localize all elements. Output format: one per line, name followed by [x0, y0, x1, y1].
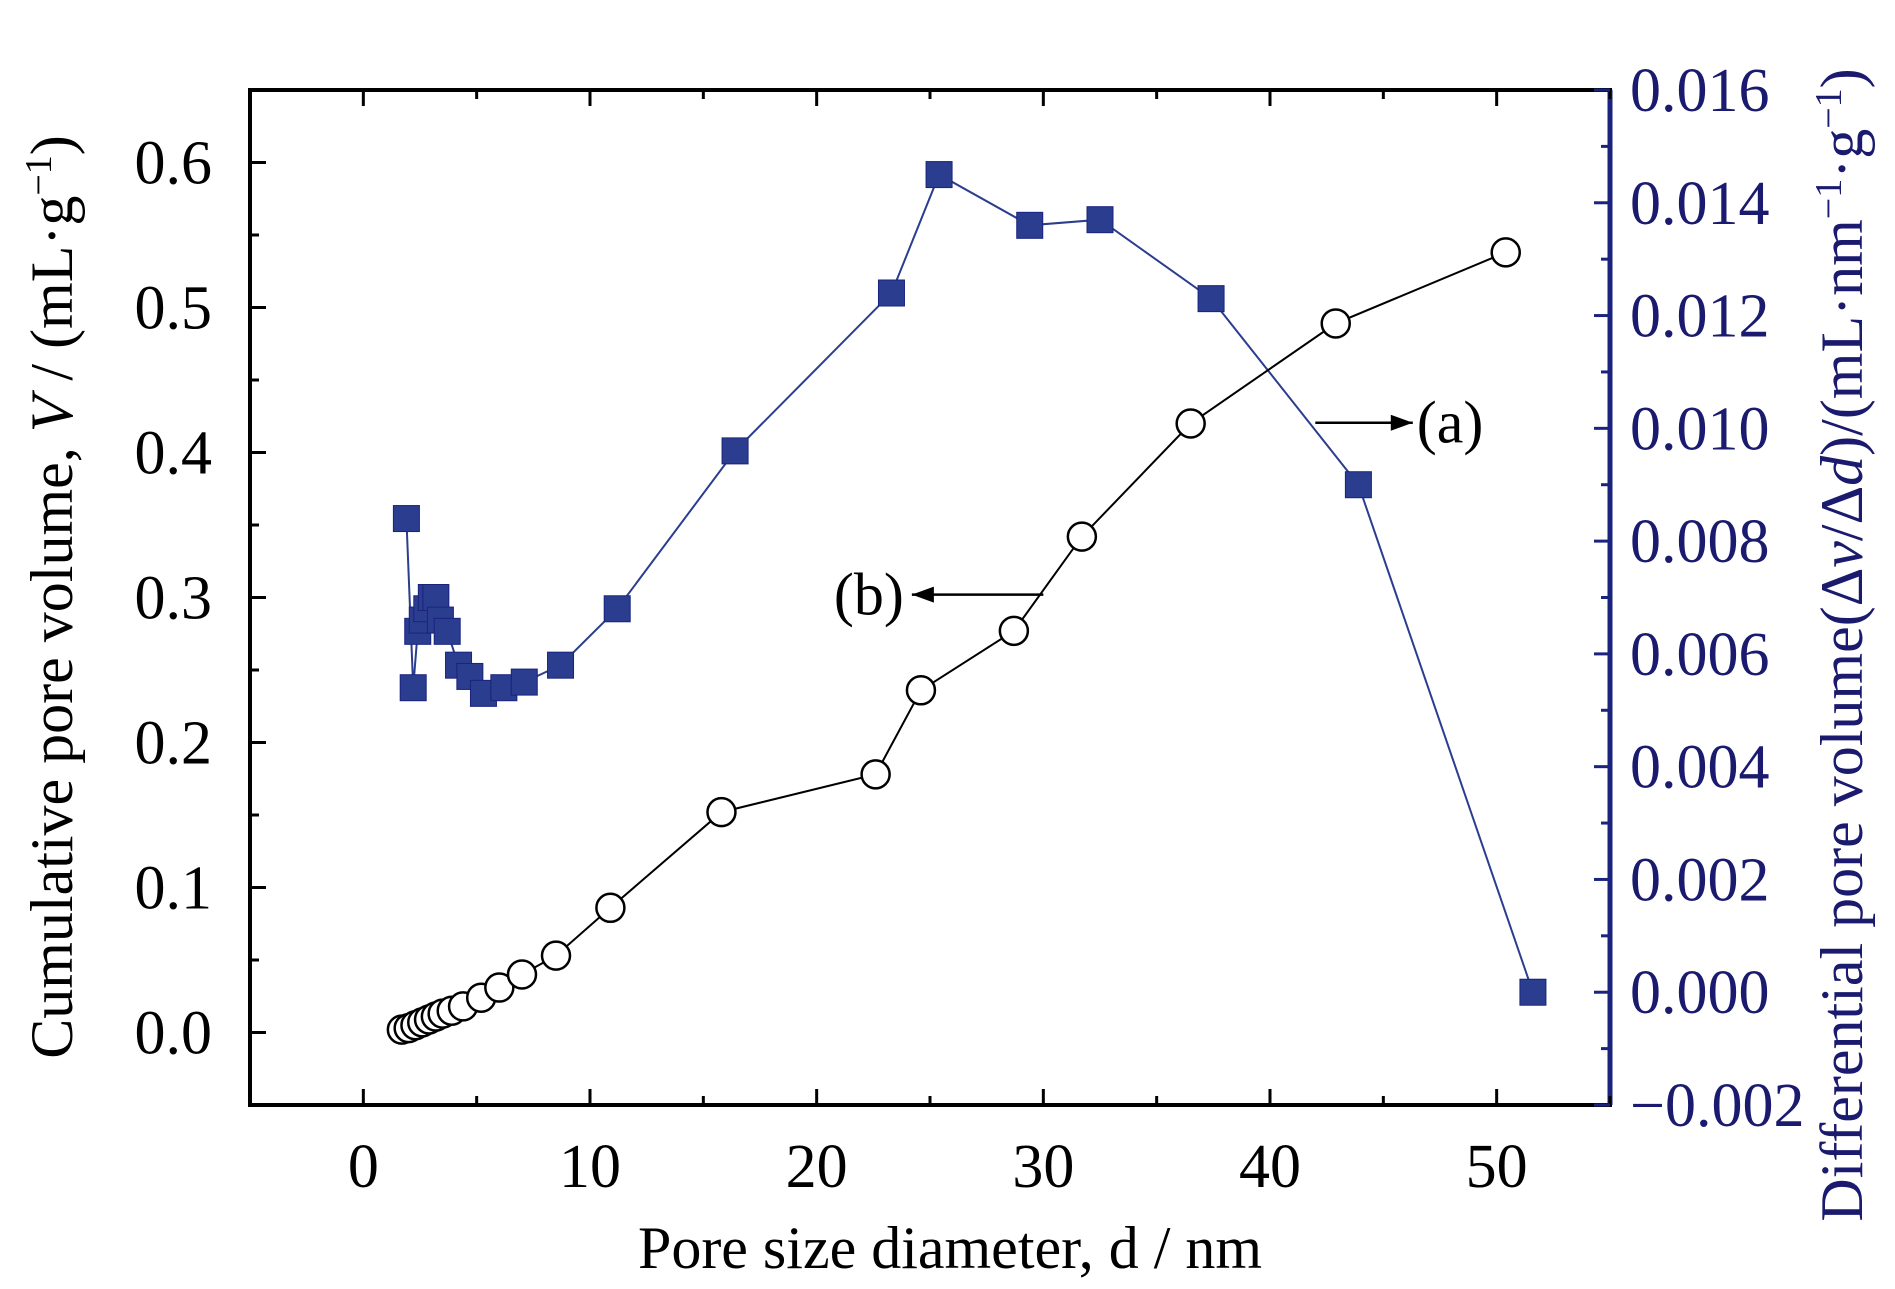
data-point-a: [422, 584, 450, 611]
data-point-a: [1197, 285, 1225, 313]
data-point-a: [1016, 211, 1044, 239]
data-point-a: [547, 651, 575, 679]
data-point-a: [399, 674, 427, 702]
y-left-tick-label: 0.5: [135, 275, 213, 343]
series-line-b: [401, 251, 1507, 1031]
data-point-a: [877, 279, 905, 307]
y-right-tick-label: 0.000: [1630, 959, 1770, 1027]
data-point-b: [595, 892, 626, 924]
y-left-tick-label: 0.0: [135, 1000, 213, 1068]
y-right-tick-label: 0.002: [1630, 846, 1770, 914]
y-right-tick-label: 0.016: [1630, 57, 1770, 125]
data-point-a: [392, 505, 420, 533]
annotation-arrow-head: [1390, 414, 1413, 431]
y-right-tick-label: 0.006: [1630, 621, 1770, 689]
y-left-tick-label: 0.4: [135, 420, 213, 488]
x-tick-label: 30: [1012, 1133, 1074, 1201]
data-point-b: [506, 959, 538, 990]
data-point-a: [433, 617, 461, 645]
data-point-a: [1086, 206, 1114, 234]
data-point-a: [510, 668, 538, 696]
data-point-a: [1344, 471, 1372, 499]
annotation-arrow-head: [911, 586, 934, 603]
x-tick-label: 20: [786, 1133, 848, 1201]
annotation-label: (a): [1417, 390, 1484, 456]
x-axis-title: Pore size diameter, d / nm: [638, 1215, 1262, 1281]
series-line-a: [405, 173, 1534, 993]
x-tick-label: 10: [559, 1133, 621, 1201]
data-point-b: [1490, 237, 1521, 268]
y-right-tick-label: 0.014: [1630, 170, 1770, 238]
data-point-a: [925, 161, 953, 189]
data-point-b: [1175, 408, 1206, 439]
data-point-a: [1519, 978, 1547, 1006]
data-point-b: [998, 615, 1030, 647]
data-point-a: [603, 595, 631, 623]
y-right-tick-label: −0.002: [1630, 1072, 1804, 1140]
data-point-b: [1320, 308, 1351, 339]
y-right-tick-label: 0.004: [1630, 734, 1770, 802]
y-left-tick-label: 0.6: [135, 130, 213, 198]
data-point-a: [721, 437, 749, 465]
y-left-axis-title: Cumulative pore volume, V / (mL·g−1): [18, 135, 85, 1059]
data-point-b: [860, 759, 891, 790]
data-point-b: [905, 675, 937, 706]
data-point-b: [484, 972, 515, 1003]
x-tick-label: 40: [1239, 1133, 1301, 1201]
data-point-b: [540, 940, 572, 971]
y-right-axis-title: Differential pore volume(Δv/Δd)/(mL·nm−1…: [1808, 68, 1875, 1221]
y-left-tick-label: 0.3: [135, 565, 213, 633]
data-point-b: [1066, 521, 1098, 552]
x-tick-label: 50: [1466, 1133, 1528, 1201]
y-right-tick-label: 0.008: [1630, 508, 1770, 576]
y-left-tick-label: 0.1: [135, 855, 213, 923]
annotation-label: (b): [834, 562, 904, 628]
data-point-b: [706, 796, 737, 828]
y-left-tick-label: 0.2: [135, 710, 213, 778]
y-right-tick-label: 0.010: [1630, 395, 1770, 463]
x-tick-label: 0: [348, 1133, 379, 1201]
y-right-tick-label: 0.012: [1630, 283, 1770, 351]
